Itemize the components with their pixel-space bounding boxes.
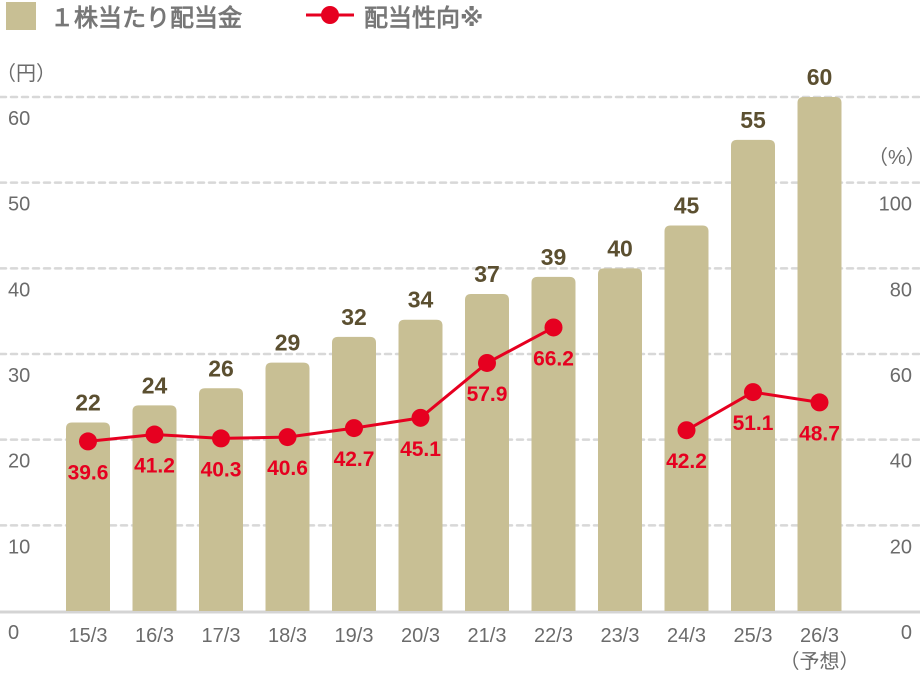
category-label: 15/3 xyxy=(69,625,108,647)
right-tick-label: 80 xyxy=(890,279,912,301)
left-tick-label: 30 xyxy=(8,365,30,387)
bar-value-label: 29 xyxy=(275,330,301,356)
legend-line-label: 配当性向※ xyxy=(364,4,483,32)
category-label: 18/3 xyxy=(268,625,307,647)
legend: １株当たり配当金 配当性向※ xyxy=(6,2,483,32)
category-label: 23/3 xyxy=(601,625,640,647)
category-note: （予想） xyxy=(780,650,860,673)
category-label: 20/3 xyxy=(401,625,440,647)
left-tick-label: 60 xyxy=(8,108,30,130)
bar-value-label: 60 xyxy=(807,64,833,90)
bar-value-label: 45 xyxy=(674,193,700,219)
bar-value-label: 26 xyxy=(208,355,234,381)
bar xyxy=(731,139,775,612)
left-tick-label: 40 xyxy=(8,279,30,301)
right-tick-label: 60 xyxy=(890,365,912,387)
payout-value-label: 51.1 xyxy=(733,412,774,435)
right-tick-label: 100 xyxy=(879,194,912,216)
payout-point xyxy=(278,428,297,447)
left-tick-label: 20 xyxy=(8,451,30,473)
right-axis-unit: （%） xyxy=(868,146,920,169)
category-label: 26/3 xyxy=(800,625,839,647)
left-tick-label: 50 xyxy=(8,194,30,216)
bar xyxy=(797,97,842,611)
bar-value-label: 37 xyxy=(474,261,500,287)
bar xyxy=(332,336,376,611)
bar-value-label: 40 xyxy=(607,235,633,261)
payout-value-label: 66.2 xyxy=(533,347,574,370)
bar xyxy=(66,422,110,611)
payout-value-label: 40.3 xyxy=(201,458,242,481)
payout-value-label: 45.1 xyxy=(400,438,441,461)
legend-line-marker xyxy=(321,6,339,24)
payout-value-label: 42.2 xyxy=(666,450,707,473)
bar xyxy=(598,268,642,611)
payout-value-label: 42.7 xyxy=(334,448,375,471)
payout-point xyxy=(145,425,164,444)
bar-value-label: 39 xyxy=(541,244,567,270)
payout-value-label: 40.6 xyxy=(267,457,308,480)
category-label: 25/3 xyxy=(734,625,773,647)
payout-point xyxy=(345,419,363,438)
bar xyxy=(398,319,443,611)
legend-bar-label: １株当たり配当金 xyxy=(50,4,243,32)
category-label: 22/3 xyxy=(534,625,573,647)
legend-bar-swatch xyxy=(6,2,36,30)
bar-value-label: 55 xyxy=(740,107,766,133)
payout-point xyxy=(744,383,762,402)
bar-value-label: 24 xyxy=(142,372,168,398)
payout-point xyxy=(478,353,496,372)
category-label: 16/3 xyxy=(135,625,174,647)
bar xyxy=(132,405,177,611)
payout-point xyxy=(677,421,696,440)
bar xyxy=(465,294,509,611)
payout-value-label: 39.6 xyxy=(68,461,109,484)
bar-value-label: 22 xyxy=(75,390,101,416)
bar xyxy=(531,276,576,611)
bar xyxy=(265,362,310,611)
category-label: 17/3 xyxy=(202,625,241,647)
payout-value-label: 41.2 xyxy=(134,455,175,478)
left-axis-unit: （円） xyxy=(0,62,56,85)
payout-value-label: 48.7 xyxy=(799,422,840,445)
bar xyxy=(664,225,709,611)
payout-point xyxy=(212,429,230,448)
right-tick-label: 40 xyxy=(890,451,912,473)
right-tick-label: 20 xyxy=(890,536,912,558)
payout-point xyxy=(544,318,563,337)
right-tick-label: 0 xyxy=(901,622,912,644)
category-label: 21/3 xyxy=(468,625,507,647)
category-label: 19/3 xyxy=(335,625,374,647)
left-tick-label: 10 xyxy=(8,536,30,558)
payout-value-label: 57.9 xyxy=(467,383,508,406)
left-tick-label: 0 xyxy=(8,622,19,644)
payout-point xyxy=(810,393,829,412)
payout-point xyxy=(79,432,97,451)
category-label: 24/3 xyxy=(667,625,706,647)
bar-value-label: 34 xyxy=(408,287,434,313)
payout-point xyxy=(411,408,430,427)
bar-value-label: 32 xyxy=(341,304,367,330)
payout-line-segment xyxy=(87,326,555,443)
bar xyxy=(199,388,243,611)
